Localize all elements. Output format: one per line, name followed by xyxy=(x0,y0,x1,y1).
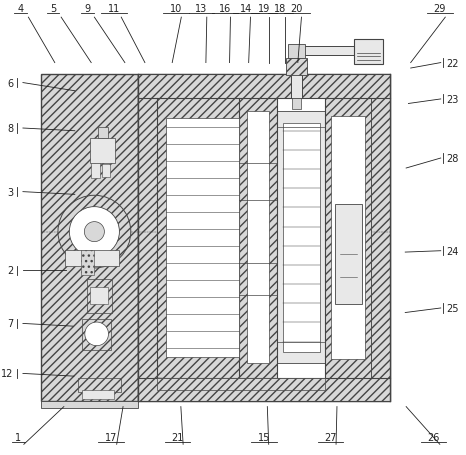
Bar xyxy=(137,75,390,98)
Circle shape xyxy=(85,322,109,346)
Bar xyxy=(157,98,248,378)
Text: 13: 13 xyxy=(195,4,207,14)
Text: 27: 27 xyxy=(324,432,337,442)
Bar xyxy=(288,46,305,59)
Text: 25: 25 xyxy=(446,303,459,313)
Text: 22: 22 xyxy=(446,58,459,68)
Bar xyxy=(283,123,320,352)
Text: 6: 6 xyxy=(8,78,14,88)
Text: 8: 8 xyxy=(8,124,14,134)
Bar xyxy=(91,164,100,179)
Text: 4: 4 xyxy=(17,4,23,14)
Text: 9: 9 xyxy=(84,4,90,14)
Text: 20: 20 xyxy=(291,4,303,14)
Text: 2: 2 xyxy=(7,266,14,276)
Text: 26: 26 xyxy=(427,432,439,442)
Bar xyxy=(97,128,108,139)
Circle shape xyxy=(58,196,131,268)
Bar xyxy=(157,378,325,390)
Text: 7: 7 xyxy=(7,318,14,329)
Bar xyxy=(370,98,390,378)
Circle shape xyxy=(84,222,104,242)
Bar xyxy=(82,390,114,399)
Bar xyxy=(102,165,110,178)
Bar xyxy=(325,98,370,378)
Bar xyxy=(41,75,137,401)
Text: 16: 16 xyxy=(219,4,231,14)
Text: 19: 19 xyxy=(258,4,270,14)
Bar xyxy=(41,401,137,408)
Text: 28: 28 xyxy=(446,154,459,164)
Bar xyxy=(330,116,365,359)
Bar xyxy=(292,98,301,110)
Bar xyxy=(90,139,115,164)
Bar xyxy=(335,205,362,305)
Bar xyxy=(277,112,325,364)
Bar xyxy=(137,378,390,401)
Text: 21: 21 xyxy=(171,432,184,442)
Bar xyxy=(166,119,239,357)
Bar xyxy=(82,319,111,350)
Bar xyxy=(247,112,269,364)
Bar xyxy=(301,47,360,56)
Text: 18: 18 xyxy=(274,4,287,14)
Text: 14: 14 xyxy=(240,4,252,14)
Bar xyxy=(87,280,112,314)
Text: 24: 24 xyxy=(446,246,459,256)
Text: 11: 11 xyxy=(108,4,120,14)
Text: 23: 23 xyxy=(446,95,459,105)
Bar xyxy=(354,40,384,65)
Bar xyxy=(290,53,302,98)
Bar xyxy=(157,98,370,378)
Text: 1: 1 xyxy=(15,432,21,442)
Bar xyxy=(77,378,121,392)
Text: 10: 10 xyxy=(170,4,182,14)
Text: 3: 3 xyxy=(8,187,14,197)
Bar xyxy=(137,98,157,378)
Bar xyxy=(90,288,108,305)
Bar xyxy=(65,250,119,266)
Bar xyxy=(81,250,95,275)
Bar xyxy=(137,75,390,401)
Text: 29: 29 xyxy=(434,4,446,14)
Text: 15: 15 xyxy=(258,432,270,442)
Text: 12: 12 xyxy=(1,369,14,379)
Bar xyxy=(286,58,307,76)
Text: 5: 5 xyxy=(50,4,56,14)
Text: 17: 17 xyxy=(105,432,117,442)
Bar xyxy=(239,98,277,378)
Circle shape xyxy=(69,207,119,257)
